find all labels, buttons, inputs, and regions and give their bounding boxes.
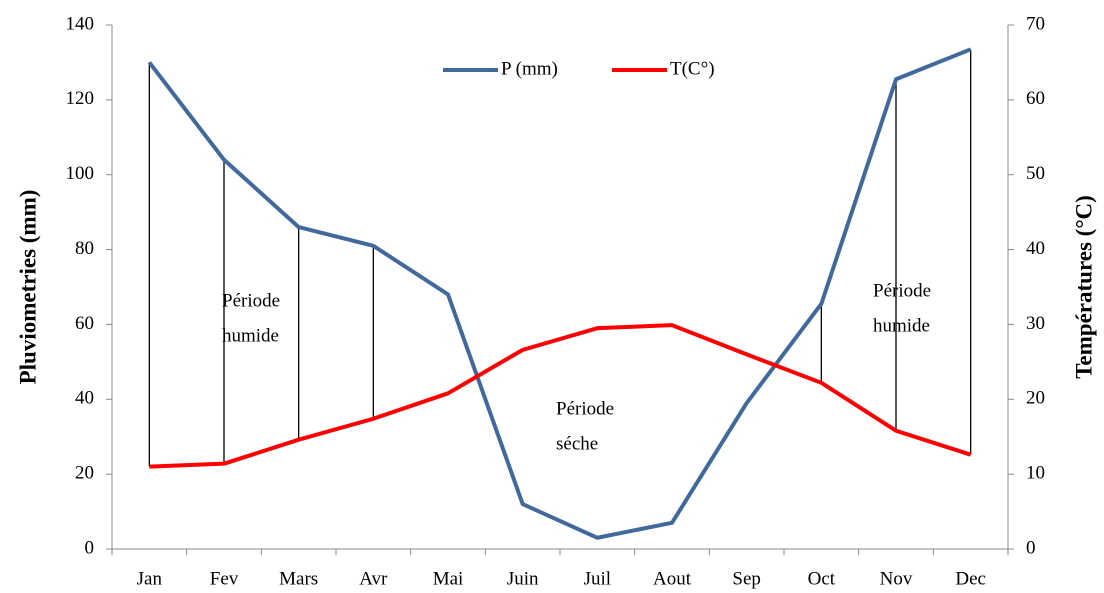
y-tick-label: 60: [75, 313, 94, 334]
x-tick-label: Sep: [732, 568, 761, 589]
x-tick-label: Juil: [584, 568, 611, 589]
y-tick-label: 100: [66, 163, 95, 184]
x-tick-label: Avr: [359, 568, 388, 589]
y-tick-label: 120: [66, 88, 95, 109]
legend-label: P (mm): [501, 58, 558, 79]
y2-tick-label: 10: [1026, 463, 1045, 484]
y2-tick-label: 30: [1026, 313, 1045, 334]
annotation: humide: [222, 325, 279, 346]
y-tick-label: 20: [75, 463, 94, 484]
y2-tick-label: 50: [1026, 163, 1045, 184]
y-tick-label: 80: [75, 238, 94, 259]
y2-tick-label: 40: [1026, 238, 1045, 259]
x-tick-label: Juin: [507, 568, 539, 589]
y2-axis-title: Températures (°C): [1071, 195, 1096, 379]
annotation: humide: [873, 315, 930, 336]
y2-tick-label: 20: [1026, 388, 1045, 409]
x-tick-label: Nov: [880, 568, 913, 589]
annotation: Période: [556, 398, 614, 419]
y2-tick-label: 70: [1026, 13, 1045, 34]
y-tick-label: 140: [66, 13, 95, 34]
y-tick-label: 0: [85, 537, 95, 558]
series-line: [149, 323, 972, 469]
x-tick-label: Mars: [279, 568, 318, 589]
y2-tick-label: 60: [1026, 88, 1045, 109]
annotation: Période: [873, 280, 931, 301]
y-axis-title: Pluviometries (mm): [15, 190, 40, 385]
x-tick-label: Oct: [808, 568, 836, 589]
x-tick-label: Dec: [955, 568, 986, 589]
annotation: Période: [222, 290, 280, 311]
y-tick-label: 40: [75, 388, 94, 409]
series-line: [147, 47, 972, 540]
annotation: séche: [556, 433, 598, 454]
x-tick-label: Aout: [653, 568, 692, 589]
legend-label: T(C°): [670, 58, 715, 79]
x-tick-label: Mai: [433, 568, 464, 589]
x-tick-label: Jan: [137, 568, 163, 589]
x-tick-label: Fev: [210, 568, 239, 589]
y2-tick-label: 0: [1026, 537, 1036, 558]
